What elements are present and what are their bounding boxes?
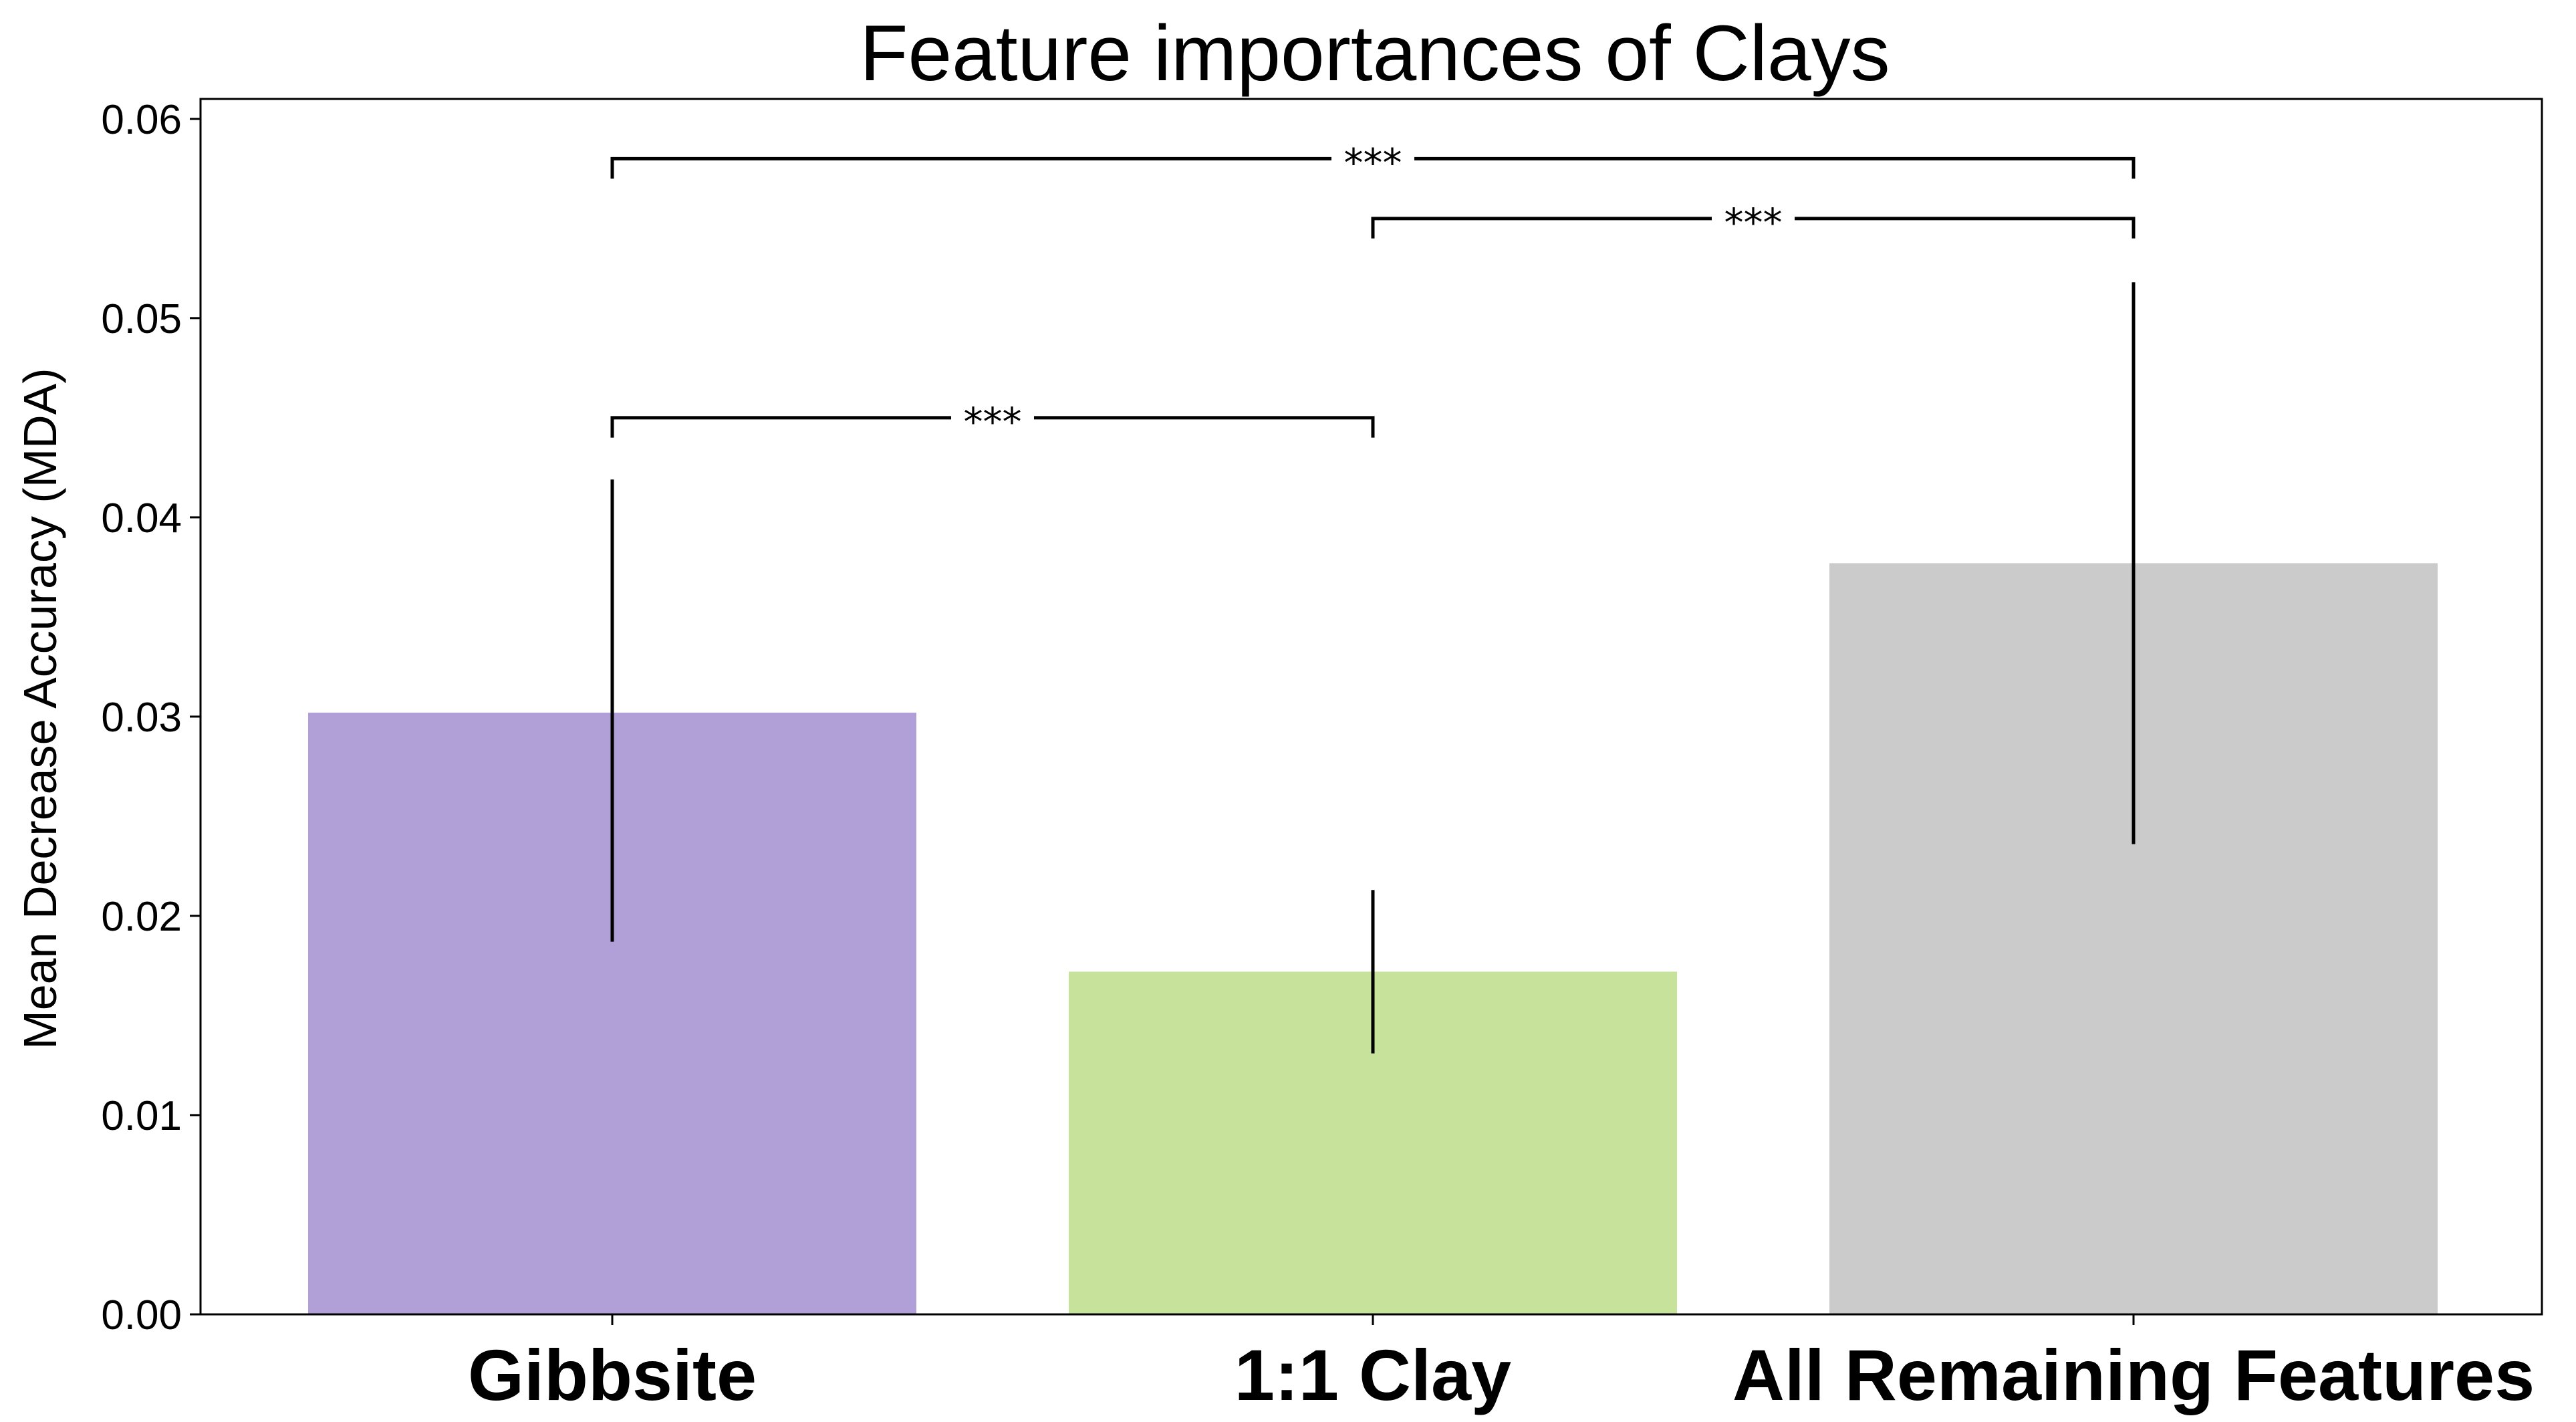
chart-title: Feature importances of Clays: [860, 9, 1890, 98]
sig-bracket-right-0: [1034, 416, 1375, 438]
x-tick-label-0: Gibbsite: [468, 1334, 757, 1415]
sig-bracket-right-1: [1795, 217, 2136, 239]
y-axis-ticks: 0.00 0.01 0.02 0.03 0.04 0.05 0.06: [101, 97, 201, 1338]
sig-bracket-left-0: [610, 416, 951, 438]
sig-bracket-left-2: [610, 156, 1331, 179]
plot-area-frame: [199, 98, 2543, 1316]
y-tick-label-2: 0.02: [101, 894, 182, 940]
x-tick-label-1: 1:1 Clay: [1235, 1334, 1511, 1415]
x-tick-label-2: All Remaining Features: [1732, 1334, 2535, 1415]
sig-bracket-left-1: [1371, 217, 1712, 239]
y-tick-label-6: 0.06: [101, 97, 182, 143]
sig-label-0: ***: [964, 399, 1022, 445]
significance-brackets-layer: *** *** ***: [610, 140, 2136, 445]
y-tick-label-4: 0.04: [101, 495, 182, 542]
y-tick-label-0: 0.00: [101, 1292, 182, 1338]
sig-label-2: ***: [1344, 140, 1402, 185]
sig-label-1: ***: [1724, 200, 1783, 245]
x-axis-ticks: Gibbsite 1:1 Clay All Remaining Features: [468, 1314, 2535, 1415]
y-axis-label: Mean Decrease Accuracy (MDA): [14, 368, 66, 1049]
y-tick-label-5: 0.05: [101, 296, 182, 342]
sig-bracket-right-2: [1414, 156, 2136, 179]
error-bars-layer: [610, 282, 2136, 1054]
y-tick-label-1: 0.01: [101, 1093, 182, 1139]
y-tick-label-3: 0.03: [101, 695, 182, 741]
